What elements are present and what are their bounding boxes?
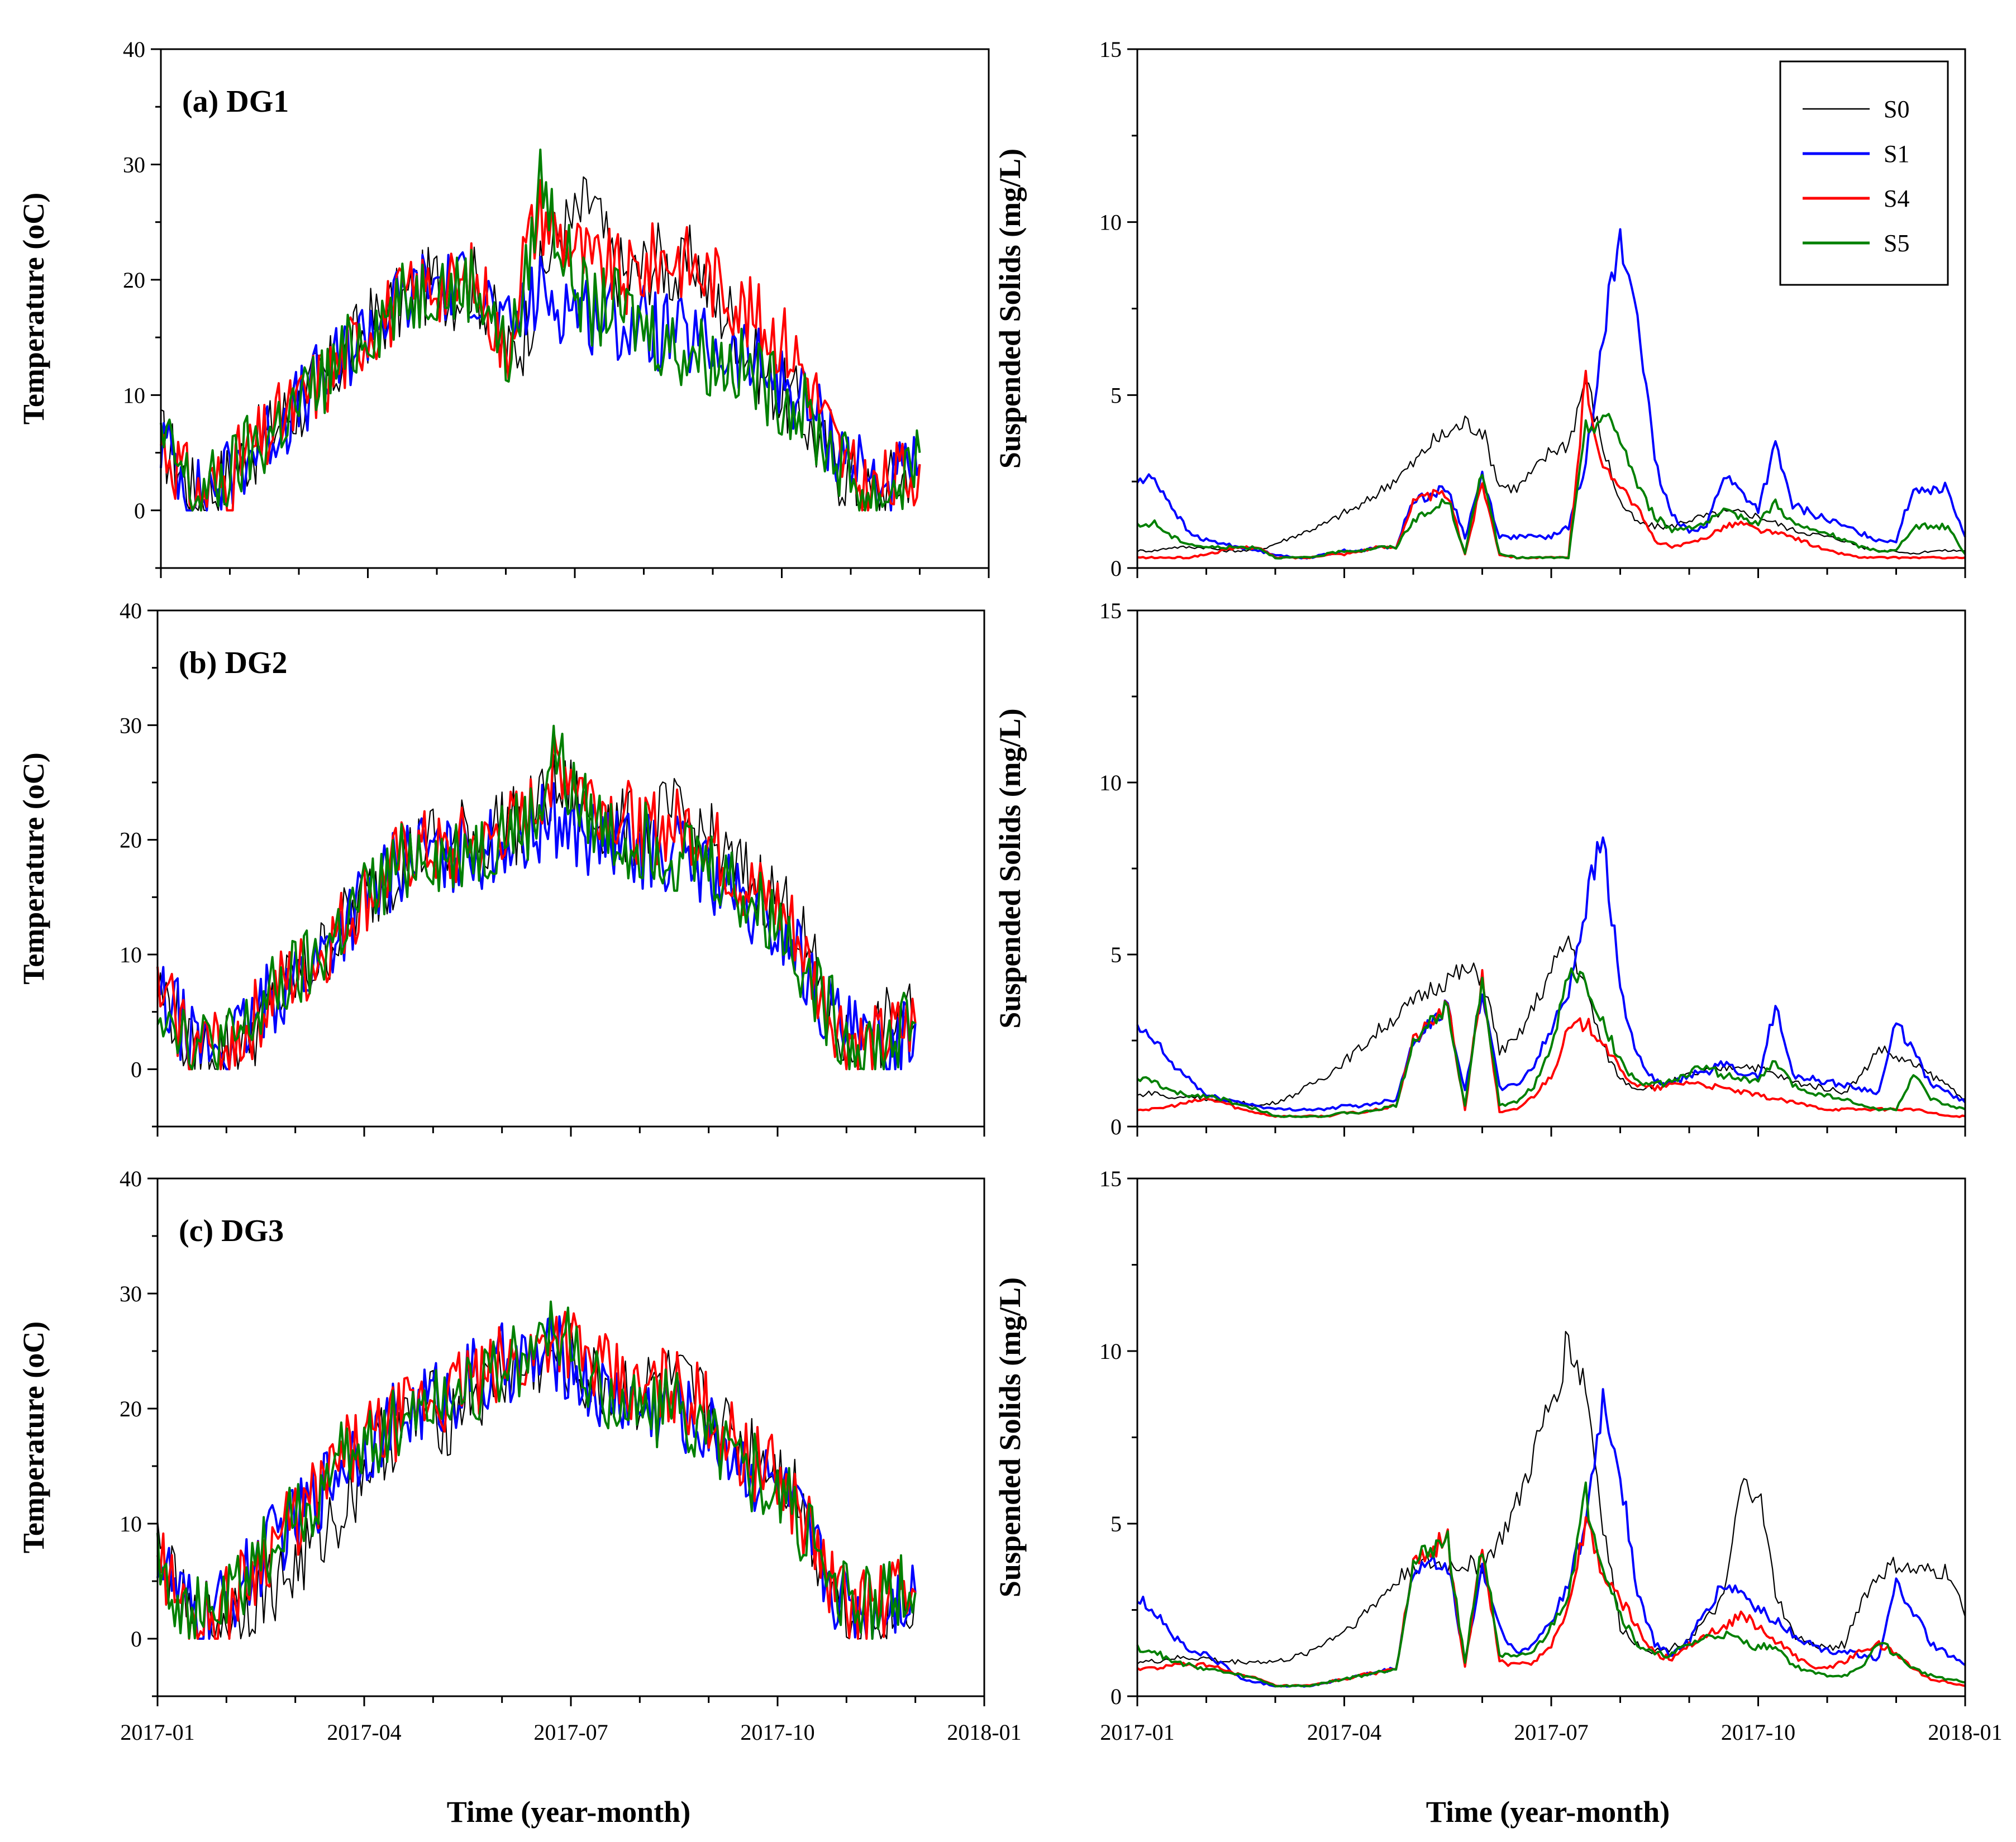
x-axis-title-left: Time (year-month) xyxy=(447,1795,690,1829)
x-tick-label: 2018-01 xyxy=(1928,1720,2002,1745)
series-line-s5 xyxy=(156,1300,917,1640)
series-line-s0 xyxy=(160,176,921,511)
series-line-s0 xyxy=(1137,936,1966,1107)
series-line-s1 xyxy=(1136,228,1966,560)
y-tick-label: 10 xyxy=(1099,210,1122,235)
legend-box xyxy=(1779,60,1949,286)
panel-title: (b) DG2 xyxy=(179,646,287,680)
y-axis-label: Temperature (oC) xyxy=(17,1321,50,1553)
series-line-s4 xyxy=(1136,1516,1966,1688)
y-tick-label: 30 xyxy=(123,152,145,177)
x-tick-label: 2017-10 xyxy=(740,1720,814,1745)
x-tick-label: 2017-01 xyxy=(120,1720,194,1745)
series-line-s4 xyxy=(1137,370,1966,560)
legend-label-s1: S1 xyxy=(1884,140,1909,168)
panel-5: 0 10 20 30 40 2017-01 2017-04 2017-07 2017-10 201… xyxy=(17,1166,1022,1745)
y-tick-label: 10 xyxy=(120,1511,142,1536)
panel-3: 0 10 20 30 40 Temperature (oC) (b) DG2 xyxy=(17,598,985,1137)
x-tick-label: 2017-07 xyxy=(1514,1720,1588,1745)
series-line-s5 xyxy=(1136,967,1966,1118)
y-tick-label: 5 xyxy=(1111,942,1122,967)
y-tick-label: 0 xyxy=(1111,556,1122,581)
series-line-s5 xyxy=(160,149,921,512)
x-axis-title-right: Time (year-month) xyxy=(1426,1795,1670,1829)
y-tick-label: 40 xyxy=(120,1166,142,1191)
y-tick-label: 30 xyxy=(120,1281,142,1306)
y-tick-label: 0 xyxy=(1111,1684,1122,1709)
legend-label-s4: S4 xyxy=(1884,185,1909,212)
y-tick-label: 0 xyxy=(131,1626,142,1652)
y-tick-label: 0 xyxy=(134,498,145,523)
y-axis-label: Suspended Solids (mg/L) xyxy=(993,1277,1027,1597)
panel-6: 0 5 10 15 2017-01 2017-04 2017-07 2017-10 2018-0… xyxy=(993,1166,2003,1745)
y-tick-label: 40 xyxy=(120,598,142,623)
y-tick-label: 10 xyxy=(1099,770,1122,795)
charts: 0 10 20 30 40 Temperature (oC) (a) DG1 0 5 10 15 Su… xyxy=(17,37,2003,1745)
series-line-s1 xyxy=(160,251,921,512)
x-tick-label: 2017-10 xyxy=(1721,1720,1795,1745)
series-line-s0 xyxy=(1137,1330,1966,1665)
series-line-s0 xyxy=(1137,381,1966,555)
y-tick-label: 40 xyxy=(123,37,145,62)
plot-frame xyxy=(156,1177,985,1697)
y-tick-label: 10 xyxy=(1099,1339,1122,1364)
y-tick-label: 5 xyxy=(1111,383,1122,408)
y-tick-label: 15 xyxy=(1099,1166,1122,1191)
legend-label-s5: S5 xyxy=(1884,230,1909,257)
legend-label-s0: S0 xyxy=(1884,96,1909,123)
y-tick-label: 20 xyxy=(120,1396,142,1421)
x-tick-label: 2017-04 xyxy=(1307,1720,1381,1745)
x-tick-label: 2017-04 xyxy=(327,1720,401,1745)
y-tick-label: 15 xyxy=(1099,37,1122,62)
y-tick-label: 10 xyxy=(120,942,142,967)
y-tick-label: 20 xyxy=(123,268,145,293)
y-axis-label: Temperature (oC) xyxy=(17,752,50,984)
y-axis-label: Suspended Solids (mg/L) xyxy=(993,149,1027,469)
plot-frame xyxy=(1136,1177,1966,1697)
y-tick-label: 20 xyxy=(120,828,142,853)
series-line-s5 xyxy=(156,724,916,1071)
series-line-s1 xyxy=(156,782,917,1071)
series-line-s4 xyxy=(156,730,917,1071)
series-line-s0 xyxy=(156,1318,916,1640)
y-tick-label: 5 xyxy=(1111,1511,1122,1536)
panel-4: 0 5 10 15 Suspended Solids (mg/L) xyxy=(993,598,1966,1139)
x-tick-label: 2018-01 xyxy=(947,1720,1021,1745)
series-line-s1 xyxy=(1136,836,1966,1112)
series-line-s4 xyxy=(160,179,921,512)
panel-2: 0 5 10 15 Suspended Solids (mg/L) S0 S1 S4 S5 xyxy=(993,37,1966,581)
panel-1: 0 10 20 30 40 Temperature (oC) (a) DG1 xyxy=(17,37,990,578)
legend: S0 S1 S4 S5 xyxy=(1779,60,1949,286)
y-tick-label: 15 xyxy=(1099,598,1122,623)
panel-title: (c) DG3 xyxy=(179,1214,284,1248)
y-tick-label: 30 xyxy=(120,713,142,738)
panel-title: (a) DG1 xyxy=(182,84,289,119)
series-line-s5 xyxy=(1136,413,1966,560)
y-axis-label: Suspended Solids (mg/L) xyxy=(993,708,1027,1028)
series-line-s0 xyxy=(156,753,916,1070)
y-tick-label: 0 xyxy=(1111,1114,1122,1139)
x-tick-label: 2017-01 xyxy=(1100,1720,1174,1745)
y-tick-label: 0 xyxy=(131,1057,142,1082)
y-axis-label: Temperature (oC) xyxy=(17,193,50,424)
y-tick-label: 10 xyxy=(123,383,145,408)
plot-frame xyxy=(160,48,990,569)
series-line-s5 xyxy=(1136,1481,1966,1688)
x-tick-label: 2017-07 xyxy=(533,1720,608,1745)
